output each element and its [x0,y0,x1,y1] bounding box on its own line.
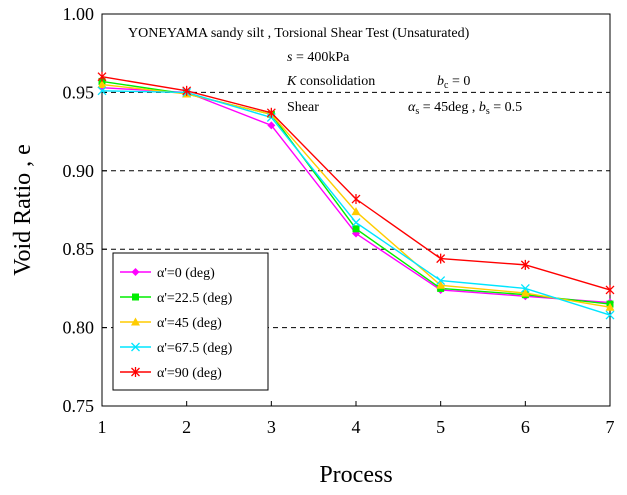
legend-marker [131,367,140,377]
data-point [97,80,107,89]
annotation-bs-var: b [479,100,486,115]
annotation-k: K [286,74,297,89]
legend-label: α'=22.5 (deg) [157,291,233,306]
annotation-bc-var: b [437,74,444,89]
legend-item: α'=90 (deg) [120,366,222,381]
legend-item: α'=45 (deg) [120,316,222,331]
data-point [605,302,615,311]
data-point [520,288,530,297]
series-layer [97,71,615,320]
annotation-bc-value: = 0 [448,74,470,89]
data-point [351,218,361,228]
legend-label: α'=67.5 (deg) [157,341,233,356]
legend-item: α'=22.5 (deg) [120,291,233,306]
x-axis-label: Process [319,462,392,488]
x-tick-label: 7 [606,417,615,437]
legend-marker [131,268,140,276]
x-tick-label: 5 [436,417,445,437]
y-axis-label-text: Void Ratio , e [10,144,36,276]
x-tick-label: 3 [267,417,276,437]
data-point [436,253,446,264]
annotation-bs-value: = 0.5 [490,100,522,115]
data-point [436,280,446,289]
data-point [352,225,360,233]
y-tick-label: 0.80 [63,318,95,338]
data-point [520,283,530,293]
series-4 [97,71,615,295]
annotation-consolidation: K consolidation [286,74,375,89]
y-tick-label: 0.90 [63,161,95,181]
axis-ticks: 0.75 0.80 0.85 0.90 0.95 1.00 1 2 3 4 5 6 7 [63,4,615,437]
y-tick-label: 0.85 [63,239,95,259]
legend-marker [132,293,139,301]
legend-item: α'=0 (deg) [120,266,215,281]
legend-label: α'=0 (deg) [157,266,215,281]
data-point [605,284,615,295]
annotation-bc: bc = 0 [437,74,470,91]
data-point [351,207,361,216]
data-point [182,85,192,96]
test-conditions-annotation: YONEYAMA sandy silt , Torsional Shear Te… [128,26,522,117]
data-point [520,259,530,270]
annotation-alpha-var: α [408,100,416,115]
annotation-bc-sub: c [444,80,449,91]
data-point [351,194,361,205]
annotation-shear: Shear [287,100,319,115]
data-point [97,86,107,96]
annotation-title: YONEYAMA sandy silt , Torsional Shear Te… [128,26,470,41]
annotation-suction-value: = 400kPa [292,50,350,65]
legend-item: α'=67.5 (deg) [120,341,233,356]
annotation-alpha-value: = 45deg , [419,100,479,115]
annotation-suction-var: s [287,50,293,65]
x-tick-label: 6 [521,417,530,437]
x-tick-label: 4 [352,417,361,437]
legend-marker [131,317,140,326]
legend: α'=0 (deg) α'=22.5 (deg) α'=45 (deg) α'=67.… [112,252,269,391]
annotation-alpha-sub: s [415,106,419,117]
annotation-bs-sub: s [486,106,490,117]
data-point [266,107,276,118]
x-tick-label: 1 [98,417,107,437]
legend-marker [131,342,140,352]
data-point [267,121,276,130]
legend-label: α'=45 (deg) [157,316,222,331]
legend-label: α'=90 (deg) [157,366,222,381]
annotation-consolidation-text: consolidation [296,74,375,89]
y-tick-label: 0.75 [63,396,95,416]
annotation-shear-params: αs = 45deg , bs = 0.5 [408,100,522,117]
y-axis-label: Void Ratio , e [10,144,36,276]
data-point [436,276,446,286]
y-tick-label: 0.95 [63,82,95,102]
data-point [97,71,107,82]
annotation-suction: s = 400kPa [287,50,350,65]
y-tick-label: 1.00 [63,4,95,24]
x-tick-label: 2 [182,417,191,437]
data-point [605,310,615,320]
